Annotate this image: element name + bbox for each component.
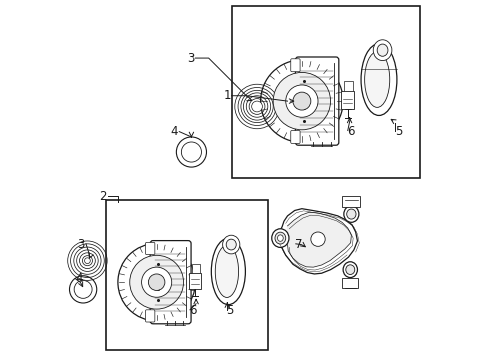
- Ellipse shape: [360, 44, 396, 116]
- Bar: [231, 6, 419, 178]
- Circle shape: [260, 60, 343, 142]
- Circle shape: [69, 276, 97, 303]
- Text: 3: 3: [186, 51, 194, 64]
- Text: 7: 7: [294, 238, 302, 251]
- Text: 3: 3: [78, 238, 85, 251]
- Bar: [341, 91, 353, 109]
- Bar: [189, 273, 201, 289]
- Text: 6: 6: [346, 125, 353, 138]
- FancyBboxPatch shape: [150, 240, 191, 324]
- Text: 1: 1: [223, 89, 230, 102]
- Ellipse shape: [274, 232, 285, 244]
- Text: 4: 4: [75, 272, 82, 285]
- Ellipse shape: [372, 40, 391, 60]
- FancyBboxPatch shape: [290, 59, 300, 72]
- FancyBboxPatch shape: [145, 242, 155, 255]
- Circle shape: [129, 255, 183, 309]
- Circle shape: [84, 258, 90, 264]
- Text: 6: 6: [188, 305, 196, 318]
- FancyBboxPatch shape: [290, 131, 300, 143]
- Bar: [342, 196, 360, 207]
- Circle shape: [251, 101, 262, 112]
- Circle shape: [181, 142, 201, 162]
- Polygon shape: [277, 209, 357, 274]
- Ellipse shape: [215, 246, 238, 297]
- Ellipse shape: [345, 265, 354, 274]
- Circle shape: [292, 92, 310, 110]
- Circle shape: [142, 267, 171, 297]
- Circle shape: [310, 232, 325, 246]
- Circle shape: [148, 274, 164, 291]
- Ellipse shape: [211, 238, 245, 305]
- Ellipse shape: [222, 235, 239, 254]
- Bar: [191, 264, 199, 273]
- Ellipse shape: [343, 262, 357, 278]
- Polygon shape: [287, 212, 351, 267]
- Ellipse shape: [271, 229, 288, 247]
- Ellipse shape: [346, 209, 355, 219]
- Circle shape: [118, 243, 195, 321]
- FancyBboxPatch shape: [145, 310, 155, 322]
- Circle shape: [285, 85, 317, 117]
- Text: 2: 2: [99, 190, 106, 203]
- Text: 5: 5: [394, 125, 402, 138]
- Bar: [106, 200, 267, 350]
- FancyBboxPatch shape: [295, 57, 338, 145]
- Ellipse shape: [277, 235, 283, 241]
- Ellipse shape: [343, 206, 358, 222]
- Circle shape: [176, 137, 206, 167]
- Text: 5: 5: [226, 305, 233, 318]
- Ellipse shape: [376, 44, 387, 56]
- Ellipse shape: [364, 52, 389, 107]
- Text: 4: 4: [170, 125, 178, 138]
- Ellipse shape: [226, 239, 236, 250]
- Circle shape: [273, 72, 330, 130]
- Bar: [344, 81, 352, 91]
- Circle shape: [74, 280, 92, 298]
- Bar: [342, 278, 357, 288]
